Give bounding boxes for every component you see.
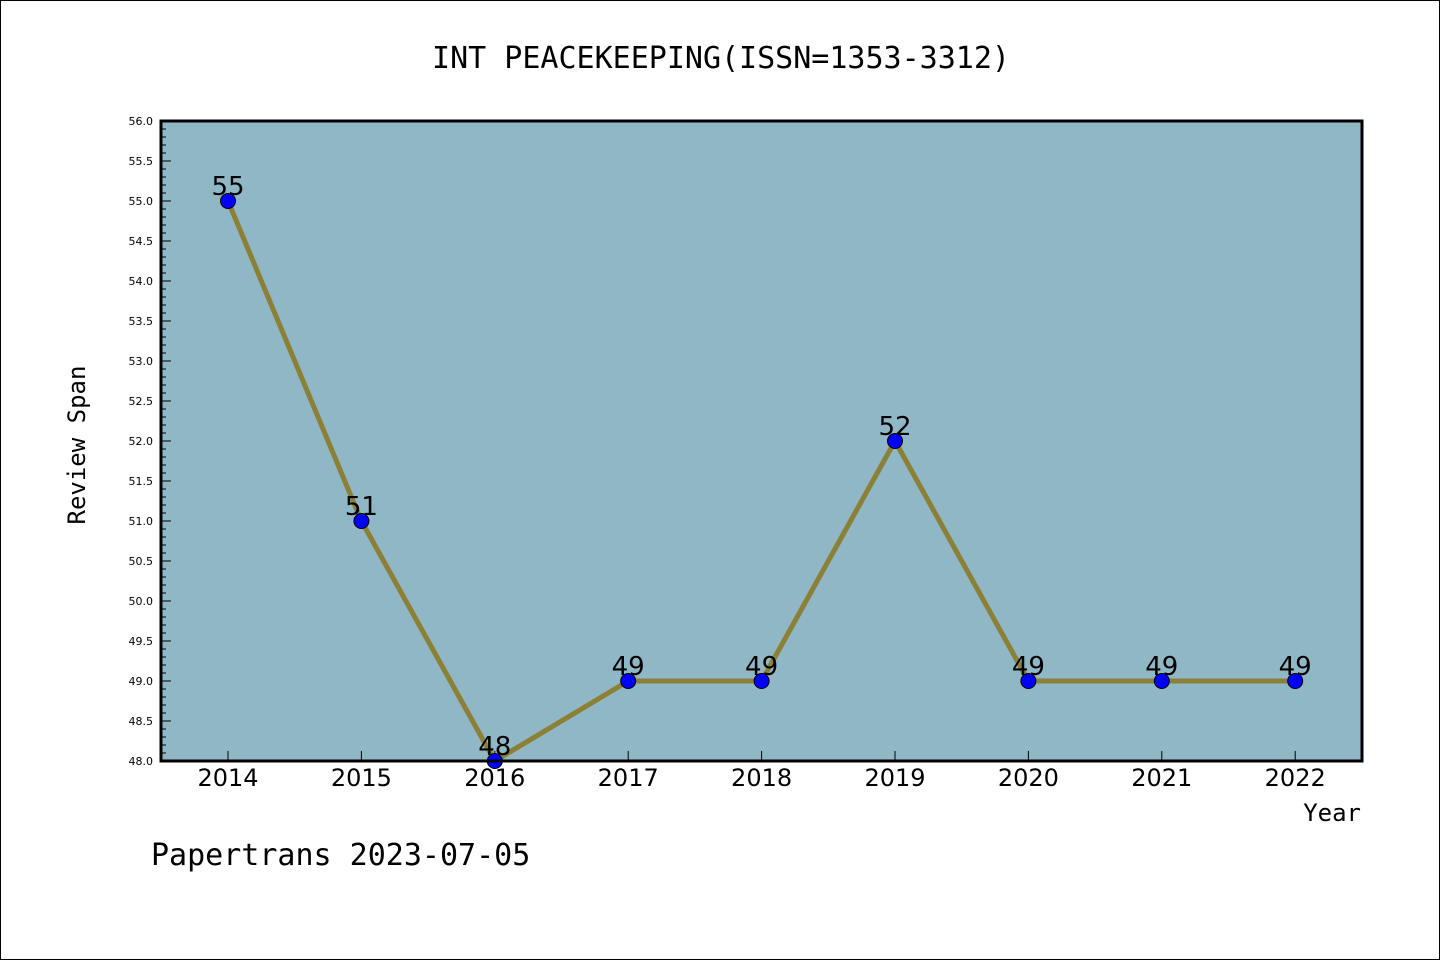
data-point	[887, 433, 903, 449]
x-tick-label: 2019	[864, 764, 925, 792]
y-tick-label: 50.5	[129, 555, 154, 568]
y-tick-label: 49.5	[129, 635, 154, 648]
y-tick-label: 55.0	[129, 195, 154, 208]
y-tick-label: 53.5	[129, 315, 154, 328]
plot-frame	[159, 119, 1364, 763]
y-tick-label: 48.5	[129, 715, 154, 728]
y-tick-label: 50.0	[129, 595, 154, 608]
footer-watermark: Papertrans 2023-07-05	[151, 838, 530, 873]
y-axis: 48.0 48.5 49.0 49.5 50.0 50.5 51.0 51.5 52.0 52.5…	[129, 115, 171, 768]
x-axis: 2014 2015 2016 2017 2018 2019 2020 2021 2022	[197, 751, 1326, 792]
x-axis-label: Year	[1303, 799, 1361, 827]
data-point	[220, 193, 236, 209]
chart-title: INT PEACEKEEPING(ISSN=1353-3312)	[432, 41, 1010, 76]
data-label: 52	[878, 412, 911, 442]
data-label: 51	[345, 492, 378, 522]
data-label: 49	[1012, 652, 1045, 682]
data-label: 48	[478, 732, 511, 762]
plot-area	[161, 121, 1362, 761]
data-label: 55	[211, 172, 244, 202]
data-point	[753, 673, 770, 689]
x-tick-label: 2015	[331, 764, 392, 792]
data-label: 49	[1145, 652, 1178, 682]
y-tick-label: 52.0	[129, 435, 154, 448]
y-tick-label: 48.0	[129, 755, 154, 768]
y-tick-label: 55.5	[129, 155, 154, 168]
data-labels: 55 51 48 49 49 52 49 49 49	[211, 172, 1311, 762]
y-tick-label: 56.0	[129, 115, 154, 128]
y-tick-label: 51.0	[129, 515, 154, 528]
data-label: 49	[1279, 652, 1312, 682]
x-tick-label: 2017	[598, 764, 659, 792]
y-tick-label: 51.5	[129, 475, 154, 488]
x-tick-label: 2021	[1131, 764, 1192, 792]
y-tick-label: 54.0	[129, 275, 154, 288]
x-tick-label: 2014	[197, 764, 258, 792]
x-tick-label: 2018	[731, 764, 792, 792]
data-label: 49	[612, 652, 645, 682]
y-axis-label: Review Span	[63, 366, 91, 525]
y-tick-label: 52.5	[129, 395, 154, 408]
y-tick-label: 54.5	[129, 235, 154, 248]
data-point	[1287, 673, 1304, 689]
y-tick-label: 53.0	[129, 355, 154, 368]
data-point	[353, 513, 370, 529]
x-tick-label: 2022	[1265, 764, 1326, 792]
data-label: 49	[745, 652, 778, 682]
data-point	[1020, 673, 1037, 689]
data-point	[1153, 673, 1170, 689]
x-tick-label: 2020	[998, 764, 1059, 792]
y-tick-label: 49.0	[129, 675, 154, 688]
data-point	[620, 673, 637, 689]
series-review-span	[220, 193, 1304, 769]
